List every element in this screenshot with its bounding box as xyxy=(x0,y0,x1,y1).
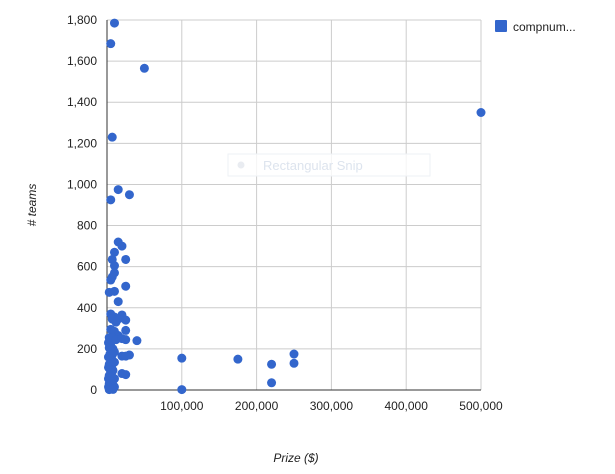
data-point[interactable] xyxy=(109,261,119,271)
x-axis-ticks: 100,000 200,000 300,000 400,000 500,000 xyxy=(160,399,503,413)
data-point[interactable] xyxy=(177,385,187,395)
data-point[interactable] xyxy=(106,275,116,285)
data-point[interactable] xyxy=(121,281,131,291)
data-point[interactable] xyxy=(113,297,123,307)
data-point[interactable] xyxy=(121,325,131,335)
data-point[interactable] xyxy=(117,241,127,251)
data-point[interactable] xyxy=(107,132,117,142)
x-axis-title: Prize ($) xyxy=(273,451,318,465)
x-tick-label: 200,000 xyxy=(235,399,279,413)
data-point[interactable] xyxy=(139,63,149,73)
data-point[interactable] xyxy=(177,353,187,363)
x-tick-label: 400,000 xyxy=(385,399,429,413)
data-points xyxy=(103,18,486,395)
y-axis-title: # teams xyxy=(25,184,39,227)
y-tick-label: 1,600 xyxy=(67,54,97,68)
y-tick-label: 0 xyxy=(90,383,97,397)
data-point[interactable] xyxy=(113,185,123,195)
gridlines xyxy=(107,19,482,390)
y-axis-ticks: 0 200 400 600 800 1,000 1,200 1,400 1,600 1,800 xyxy=(67,13,97,397)
y-tick-label: 800 xyxy=(77,219,97,233)
data-point[interactable] xyxy=(121,370,131,380)
data-point[interactable] xyxy=(267,378,277,388)
y-tick-label: 200 xyxy=(77,342,97,356)
data-point[interactable] xyxy=(124,190,134,200)
data-point[interactable] xyxy=(132,336,142,346)
data-point[interactable] xyxy=(106,39,116,49)
data-point[interactable] xyxy=(267,359,277,369)
snip-overlay: Rectangular Snip xyxy=(227,153,431,177)
x-tick-label: 300,000 xyxy=(310,399,354,413)
y-tick-label: 600 xyxy=(77,260,97,274)
data-point[interactable] xyxy=(109,18,119,28)
data-point[interactable] xyxy=(289,358,299,368)
data-point[interactable] xyxy=(476,108,486,117)
x-tick-label: 100,000 xyxy=(160,399,204,413)
axes xyxy=(106,20,481,391)
y-tick-label: 1,200 xyxy=(67,136,97,150)
x-tick-label: 500,000 xyxy=(459,399,503,413)
data-point[interactable] xyxy=(109,247,119,257)
data-point[interactable] xyxy=(121,351,131,361)
y-tick-label: 400 xyxy=(77,301,97,315)
data-point[interactable] xyxy=(104,287,114,297)
y-tick-label: 1,800 xyxy=(67,13,97,27)
data-point[interactable] xyxy=(121,335,131,345)
legend-swatch xyxy=(495,20,507,32)
data-point[interactable] xyxy=(108,384,118,394)
data-point[interactable] xyxy=(289,349,299,359)
data-point[interactable] xyxy=(111,317,121,327)
legend-label: compnum... xyxy=(513,20,576,34)
y-tick-label: 1,000 xyxy=(67,177,97,191)
data-point[interactable] xyxy=(121,254,131,264)
data-point[interactable] xyxy=(121,315,131,325)
legend[interactable]: compnum... xyxy=(495,20,576,34)
y-tick-label: 1,400 xyxy=(67,95,97,109)
snip-overlay-label: Rectangular Snip xyxy=(263,158,363,173)
data-point[interactable] xyxy=(233,354,243,364)
data-point[interactable] xyxy=(106,195,116,205)
